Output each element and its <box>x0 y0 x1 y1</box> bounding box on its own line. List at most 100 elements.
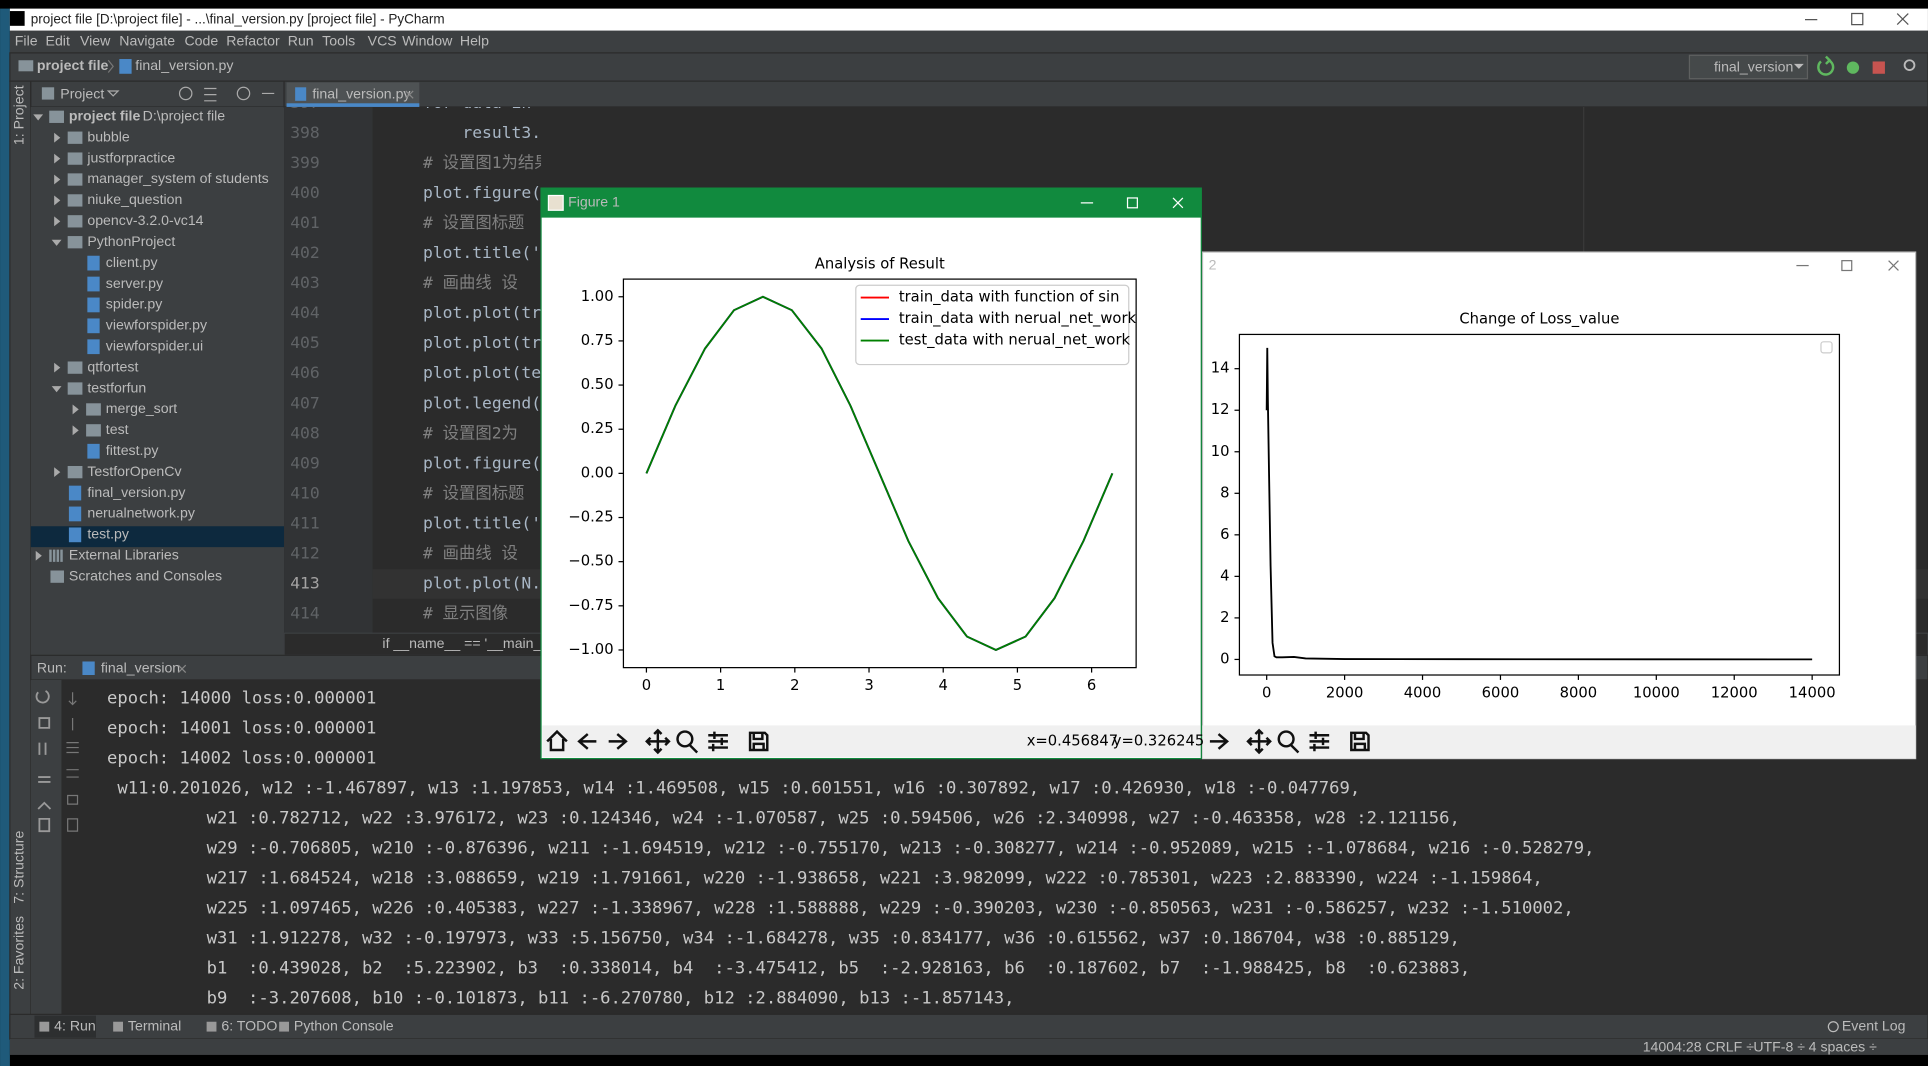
status-item[interactable]: 14004:28 <box>1643 1038 1702 1054</box>
code-line: plot.title(' <box>423 243 541 262</box>
tool-tab[interactable]: 6: TODO <box>221 1017 277 1033</box>
code-line: plot.plot(tr <box>423 303 541 322</box>
tool-zoom[interactable] <box>676 730 699 754</box>
tool-home[interactable] <box>546 729 568 752</box>
run-config-box[interactable] <box>1688 54 1809 80</box>
desktop-edge <box>0 8 10 1066</box>
run-tools[interactable] <box>35 690 52 833</box>
tool-back[interactable] <box>577 733 597 750</box>
editor-breadcrumb: if __name__ == '__main__' <box>382 635 552 651</box>
file-icon <box>82 661 95 676</box>
menu-item: View <box>80 33 111 49</box>
tree-item[interactable]: viewforspider.ui <box>106 337 203 353</box>
line-number: 405 <box>290 333 320 352</box>
tree-item[interactable]: bubble <box>87 128 130 144</box>
expand-arrow <box>35 550 42 561</box>
file-icon <box>87 297 100 313</box>
tree-item[interactable]: opencv-3.2.0-vc14 <box>87 212 203 228</box>
tool-tab-icon <box>39 1021 50 1032</box>
active-tool-tab[interactable] <box>34 1015 96 1038</box>
tree-item[interactable]: TestforOpenCv <box>87 463 182 479</box>
tool-fwd[interactable] <box>1209 733 1230 750</box>
editor-tabs <box>283 80 1928 108</box>
tree-item[interactable]: merge_sort <box>106 400 178 416</box>
tree-item[interactable]: manager_system of students <box>87 170 268 186</box>
file-icon <box>87 255 100 271</box>
x-tick-label: 10000 <box>1633 684 1680 701</box>
tool-zoom[interactable] <box>1277 730 1300 754</box>
tree-item[interactable]: justforpractice <box>86 149 175 165</box>
scratch-icon <box>50 570 64 583</box>
panel-title: Project <box>60 85 104 101</box>
series-line <box>1265 347 1813 661</box>
status-item[interactable]: CRLF ÷ <box>1705 1038 1754 1054</box>
tree-item[interactable]: test.py <box>87 526 130 542</box>
code-line: plot.plot(te <box>423 363 541 382</box>
window-body <box>1201 251 1917 760</box>
tool-tab-icon <box>113 1021 124 1032</box>
x-tick-label: 14000 <box>1789 684 1836 701</box>
tree-item[interactable]: Scratches and Consoles <box>69 567 222 583</box>
side-tab: 7: Structure <box>10 831 26 904</box>
search-icon[interactable] <box>1903 59 1916 72</box>
tree-item[interactable]: spider.py <box>106 296 163 312</box>
tool-tab[interactable]: Python Console <box>294 1017 394 1033</box>
x-tick-label: 2 <box>790 677 799 694</box>
max-button[interactable] <box>1841 260 1853 272</box>
status-item[interactable]: 4 spaces ÷ <box>1809 1038 1877 1054</box>
line-number: 400 <box>290 183 320 202</box>
folder-icon <box>67 236 83 249</box>
debug-icon[interactable] <box>1846 61 1860 74</box>
tool-move[interactable] <box>1246 728 1272 755</box>
tree-item[interactable]: testforfun <box>87 379 146 395</box>
tool-tab[interactable]: 4: Run <box>54 1017 96 1033</box>
tool-save[interactable] <box>1350 731 1370 752</box>
tree-item[interactable]: nerualnetwork.py <box>87 505 196 521</box>
tool-move[interactable] <box>645 728 671 755</box>
y-tick-label: −0.25 <box>568 509 613 526</box>
x-tick-label: 6000 <box>1482 684 1520 701</box>
editor-tab[interactable] <box>286 82 420 107</box>
max-button[interactable] <box>1126 197 1138 209</box>
tool-tab-icon <box>279 1021 289 1032</box>
close-button[interactable] <box>1888 260 1899 271</box>
line-number: 402 <box>290 243 320 262</box>
tree-item[interactable]: final_version.py <box>87 484 186 500</box>
tree-item[interactable]: fittest.py <box>106 442 160 458</box>
tool-save[interactable] <box>748 731 769 752</box>
tool-cfg[interactable] <box>708 731 728 752</box>
tool-cfg[interactable] <box>1309 731 1330 752</box>
expand-arrow <box>54 195 61 206</box>
folder-icon <box>86 424 101 437</box>
tree-item[interactable]: viewforspider.py <box>106 317 208 333</box>
file-icon <box>119 59 132 74</box>
folder-icon <box>67 215 83 228</box>
folder-icon <box>67 194 83 207</box>
window-title: project file [D:\project file] - ...\fin… <box>31 11 445 26</box>
tool-tab[interactable]: Event Log <box>1842 1017 1906 1033</box>
folder-icon <box>86 403 101 416</box>
line-number: 408 <box>290 423 320 442</box>
close-button[interactable] <box>1172 197 1184 209</box>
folder-icon <box>67 465 83 479</box>
tree-item[interactable]: niuke_question <box>87 191 182 207</box>
tool-fwd[interactable] <box>608 733 628 750</box>
tree-item[interactable]: client.py <box>106 254 159 270</box>
tool-tab[interactable]: Terminal <box>128 1017 181 1033</box>
window-title: Figure 1 <box>568 194 620 210</box>
tree-item[interactable]: test <box>106 421 129 437</box>
window-controls[interactable] <box>1804 12 1909 26</box>
code-line: plot.figure( <box>423 183 541 202</box>
tree-item[interactable]: External Libraries <box>69 546 179 562</box>
cursor-y: y=0.326245 <box>1113 732 1204 749</box>
stop-icon[interactable] <box>1872 61 1885 74</box>
run-tools-right[interactable] <box>66 692 79 832</box>
rerun-icon[interactable] <box>1817 55 1835 76</box>
plot-frame <box>622 278 1137 669</box>
expand-arrow <box>54 216 61 227</box>
status-item[interactable]: UTF-8 ÷ <box>1753 1038 1805 1054</box>
tree-item[interactable]: qtfortest <box>87 358 138 374</box>
tree-item[interactable]: PythonProject <box>87 233 175 249</box>
tree-item[interactable]: server.py <box>106 275 164 291</box>
